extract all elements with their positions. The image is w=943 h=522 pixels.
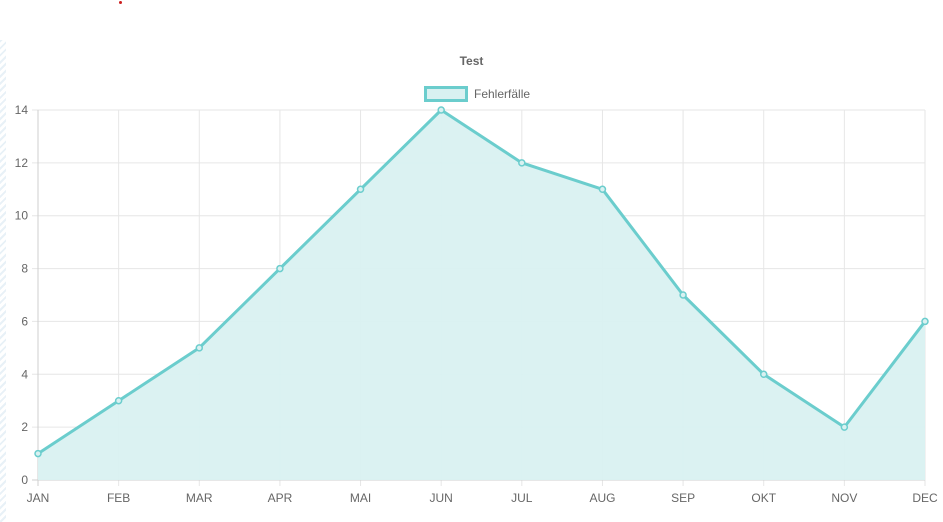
x-tick-label: JAN <box>27 491 50 505</box>
x-tick-label: JUN <box>430 491 453 505</box>
legend-label: Fehlerfälle <box>474 87 531 101</box>
x-tick-label: JUL <box>511 491 533 505</box>
x-tick-label: AUG <box>589 491 615 505</box>
x-tick-label: SEP <box>671 491 695 505</box>
data-point <box>437 106 445 114</box>
data-point <box>840 423 849 431</box>
area-fill <box>38 110 925 480</box>
x-tick-label: MAI <box>350 491 371 505</box>
chart-title: Test <box>459 54 484 68</box>
data-point <box>598 185 607 194</box>
data-point <box>759 370 768 379</box>
area-fill-group <box>38 110 925 480</box>
data-points <box>34 106 929 458</box>
y-tick-label: 12 <box>15 156 29 170</box>
data-point <box>356 185 365 194</box>
x-tick-label: MAR <box>186 491 213 505</box>
x-tick-label: NOV <box>831 491 857 505</box>
y-tick-label: 0 <box>21 473 28 487</box>
series-line-group <box>37 108 927 455</box>
y-tick-label: 6 <box>21 314 28 328</box>
y-axis-ticks: 0 2 4 6 8 10 12 14 <box>15 103 29 487</box>
data-point <box>921 317 929 326</box>
red-marker-dot <box>119 1 122 4</box>
data-point <box>195 344 204 352</box>
x-tick-label: DEC <box>912 491 938 505</box>
data-point <box>114 396 123 405</box>
data-point <box>34 449 42 458</box>
y-tick-label: 14 <box>15 103 29 117</box>
data-point <box>679 291 687 299</box>
legend-swatch <box>424 86 468 102</box>
y-tick-label: 4 <box>21 367 28 381</box>
data-point <box>518 159 526 167</box>
series-line <box>37 108 927 455</box>
legend[interactable]: Fehlerfälle <box>424 86 530 102</box>
left-edge-pattern <box>0 40 6 522</box>
y-tick-label: 8 <box>21 262 28 276</box>
y-tick-label: 2 <box>21 420 28 434</box>
x-axis-ticks: JAN FEB MAR APR MAI JUN JUL AUG SEP OKT NOV DEC <box>27 491 938 505</box>
x-tick-label: OKT <box>751 491 776 505</box>
y-tick-label: 10 <box>15 209 29 223</box>
data-point <box>276 264 284 273</box>
x-tick-label: FEB <box>107 491 130 505</box>
x-tick-label: APR <box>268 491 293 505</box>
